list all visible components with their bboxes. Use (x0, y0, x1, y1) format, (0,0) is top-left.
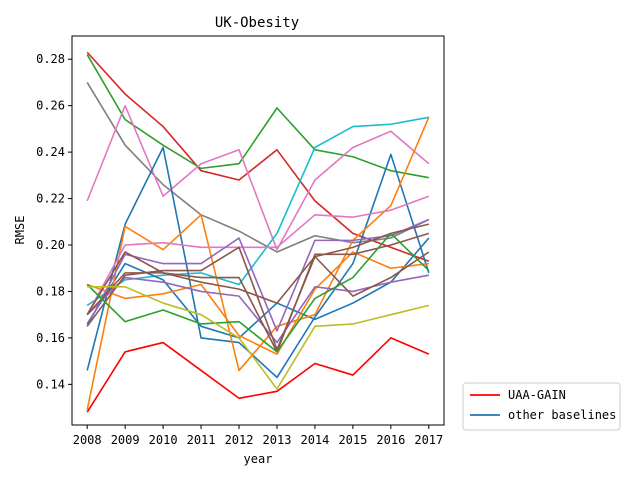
y-tick-label: 0.28 (36, 52, 65, 66)
y-tick-label: 0.16 (36, 331, 65, 345)
plot-frame (71, 35, 445, 426)
series-line-11 (86, 218, 430, 332)
y-axis: 0.14 0.16 0.18 0.20 0.22 0.24 0.26 0.28 (36, 52, 72, 391)
y-tick-label: 0.20 (36, 238, 65, 252)
x-tick-label: 2012 (225, 433, 254, 447)
x-axis: 2008 2009 2010 2011 2012 2013 2014 2015 2016 2017 (73, 425, 443, 447)
x-tick-label: 2013 (263, 433, 292, 447)
y-tick-label: 0.24 (36, 145, 65, 159)
series-line-9 (86, 251, 429, 355)
series-line-15 (86, 223, 430, 316)
legend-label-0: UAA-GAIN (508, 388, 566, 402)
legend-label-1: other baselines (508, 408, 616, 422)
series-line-5 (86, 116, 429, 307)
series-line-14 (86, 246, 430, 351)
x-tick-label: 2011 (187, 433, 216, 447)
legend: UAA-GAIN other baselines (462, 382, 621, 431)
y-axis-label: RMSE (13, 216, 27, 245)
x-axis-label: year (244, 452, 273, 466)
series-line-17 (87, 286, 430, 390)
series-line-2 (86, 54, 429, 179)
y-tick-label: 0.26 (36, 99, 65, 113)
y-tick-label: 0.18 (36, 284, 65, 298)
x-tick-label: 2016 (376, 433, 405, 447)
x-tick-label: 2008 (73, 433, 102, 447)
series-line-4 (86, 104, 430, 251)
y-tick-label: 0.14 (36, 377, 65, 391)
legend-box (462, 382, 621, 431)
series-line-0 (86, 337, 430, 413)
chart-title: UK-Obesity (215, 15, 299, 31)
y-tick-label: 0.22 (36, 192, 65, 206)
x-tick-label: 2017 (414, 433, 443, 447)
x-tick-label: 2009 (111, 433, 140, 447)
series-layer (86, 51, 430, 413)
x-tick-label: 2010 (149, 433, 178, 447)
series-line-6 (86, 146, 430, 379)
x-tick-label: 2014 (300, 433, 329, 447)
x-tick-label: 2015 (338, 433, 367, 447)
series-line-10 (86, 195, 430, 316)
series-line-8 (86, 116, 430, 411)
series-line-16 (86, 232, 430, 353)
